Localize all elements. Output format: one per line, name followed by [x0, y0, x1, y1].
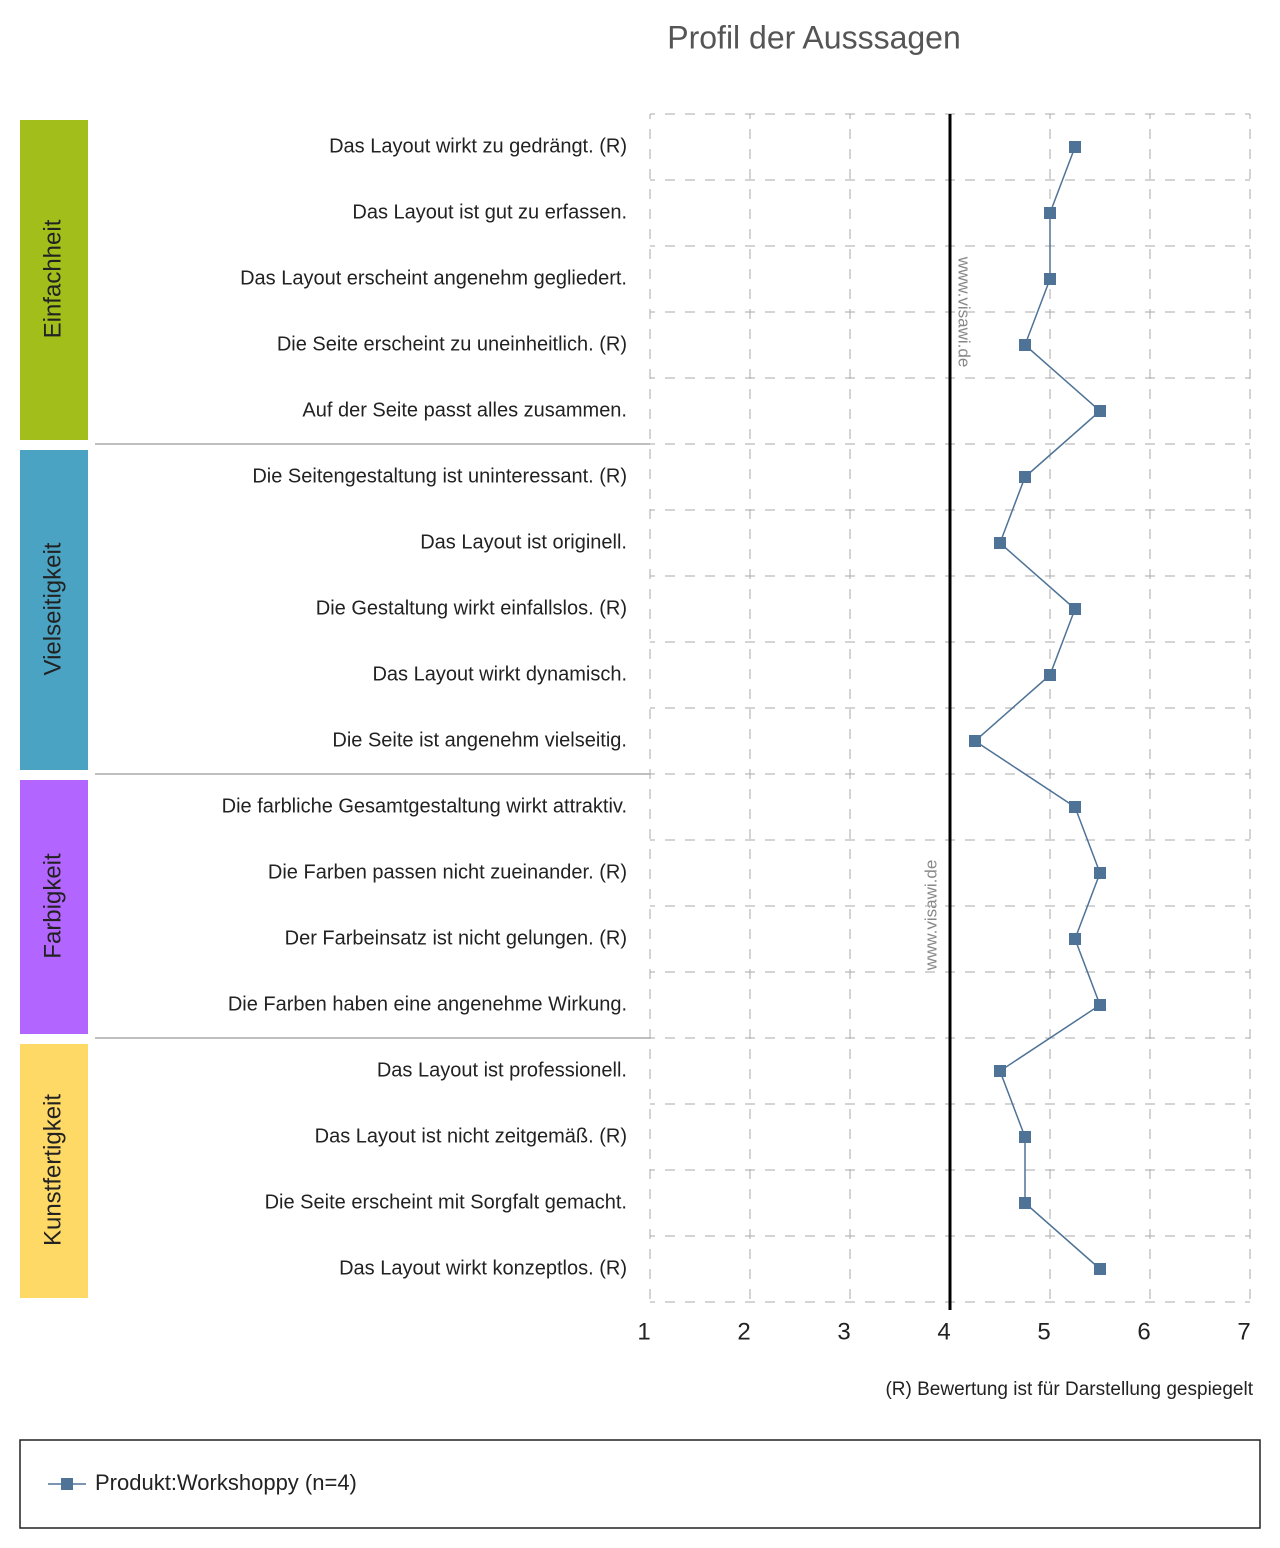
statement: Das Layout ist originell.: [420, 531, 627, 553]
marker: [1094, 1263, 1106, 1275]
note: (R) Bewertung ist für Darstellung gespie…: [885, 1379, 1253, 1400]
statement: Die Seite erscheint zu uneinheitlich. (R…: [277, 333, 627, 355]
marker: [1044, 669, 1056, 681]
statement: Auf der Seite passt alles zusammen.: [302, 399, 627, 421]
series-line: [973, 146, 1102, 1270]
marker: [994, 1065, 1006, 1077]
statement: Die Seite erscheint mit Sorgfalt gemacht…: [265, 1191, 627, 1213]
marker: [1019, 1131, 1031, 1143]
group-band: [20, 780, 88, 1034]
marker: [1069, 603, 1081, 615]
watermark: www.visawi.de: [921, 860, 940, 972]
marker: [1069, 933, 1081, 945]
statement: Die Farben haben eine angenehme Wirkung.: [228, 993, 627, 1015]
x-tick-label: 3: [837, 1318, 850, 1345]
marker: [1019, 1197, 1031, 1209]
x-tick-label: 2: [737, 1318, 750, 1345]
x-tick-label: 1: [637, 1318, 650, 1345]
legend-marker: [61, 1478, 73, 1490]
group-label: Farbigkeit: [39, 853, 66, 959]
marker: [1069, 801, 1081, 813]
marker: [1044, 273, 1056, 285]
marker: [1094, 999, 1106, 1011]
marker: [1019, 471, 1031, 483]
statement: Das Layout wirkt konzeptlos. (R): [339, 1257, 627, 1279]
statement: Das Layout ist gut zu erfassen.: [352, 201, 627, 223]
x-tick-label: 6: [1137, 1318, 1150, 1345]
marker: [1094, 867, 1106, 879]
group-label: Kunstfertigkeit: [39, 1094, 66, 1246]
group-band: [20, 1044, 88, 1298]
group-label: Einfachheit: [39, 219, 66, 338]
group-label: Vielseitigkeit: [39, 542, 66, 675]
marker: [1069, 141, 1081, 153]
legend-label: Produkt:Workshoppy (n=4): [95, 1470, 357, 1495]
marker: [1044, 207, 1056, 219]
statement: Die Gestaltung wirkt einfallslos. (R): [316, 597, 627, 619]
group-band: [20, 120, 88, 440]
statement: Das Layout wirkt dynamisch.: [372, 663, 627, 685]
statement: Das Layout wirkt zu gedrängt. (R): [329, 135, 627, 157]
marker: [969, 735, 981, 747]
statement: Die farbliche Gesamtgestaltung wirkt att…: [222, 795, 627, 817]
x-tick-label: 7: [1237, 1318, 1250, 1345]
watermark: www.visawi.de: [955, 256, 974, 368]
statement: Die Seitengestaltung ist uninteressant. …: [252, 465, 627, 487]
group-band: [20, 450, 88, 770]
marker: [1019, 339, 1031, 351]
statement: Der Farbeinsatz ist nicht gelungen. (R): [285, 927, 627, 949]
x-tick-label: 5: [1037, 1318, 1050, 1345]
marker: [994, 537, 1006, 549]
statement: Das Layout ist professionell.: [377, 1059, 627, 1081]
statement: Die Farben passen nicht zueinander. (R): [268, 861, 627, 883]
marker: [1094, 405, 1106, 417]
statement: Das Layout erscheint angenehm gegliedert…: [240, 267, 627, 289]
statement: Das Layout ist nicht zeitgemäß. (R): [315, 1125, 627, 1147]
legend-box: [19, 1439, 1261, 1529]
statement: Die Seite ist angenehm vielseitig.: [332, 729, 627, 751]
chart-title: Profil der Ausssagen: [667, 19, 961, 55]
x-tick-label: 4: [937, 1318, 950, 1345]
